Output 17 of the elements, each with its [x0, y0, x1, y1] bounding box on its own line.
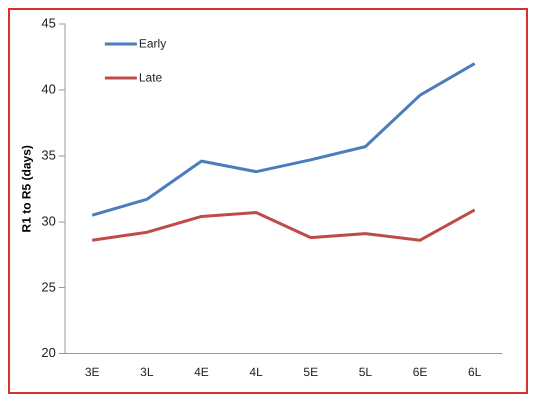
x-tick-label: 6E [412, 365, 428, 380]
y-tick-label: 20 [41, 345, 56, 360]
y-tick-label: 25 [41, 279, 56, 294]
legend-label: Late [138, 70, 163, 84]
legend-label: Early [138, 36, 166, 50]
x-tick-label: 6L [468, 365, 482, 380]
x-tick-label: 5E [303, 365, 318, 380]
x-tick-label: 5L [358, 365, 372, 380]
x-tick-label: 4L [249, 365, 264, 380]
x-tick-label: 3E [84, 365, 100, 380]
x-tick-label: 4E [194, 365, 209, 380]
y-tick-label: 45 [41, 16, 56, 31]
y-axis-title: R1 to R5 (days) [20, 145, 34, 232]
y-tick-label: 35 [41, 147, 56, 162]
y-tick-label: 40 [41, 82, 56, 96]
y-tick-label: 30 [41, 213, 56, 228]
x-tick-label: 3L [140, 365, 154, 380]
